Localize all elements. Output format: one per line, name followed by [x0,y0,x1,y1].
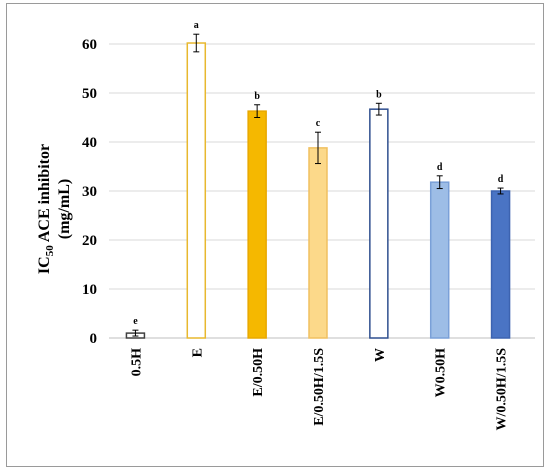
x-category-label: E [190,348,205,357]
y-axis-ticks: 0 10 20 30 40 50 60 [82,37,97,347]
bar-E [186,42,207,339]
significance-letter-W0.50H: d [437,162,443,173]
bar-W/0.50H/1.5S [490,190,511,339]
chart-frame: 0 10 20 30 40 50 60 e a b c b d d 0.5H E E/0.50H E/0.50… [6,3,544,467]
y-axis-label-line1: IC50 ACE inhibitor [36,144,56,274]
y-label-rest: ACE inhibitor [36,144,53,245]
y-tick-label: 60 [82,37,97,53]
y-axis-label: IC50 ACE inhibitor (mg/mL) [36,144,73,274]
bar-W0.50H [429,181,450,339]
bar-chart: 0 10 20 30 40 50 60 e a b c b d d 0.5H E E/0.50H E/0.50… [36,20,535,431]
x-axis-categories: 0.5H E E/0.50H E/0.50H/1.5S W W0.50H W/0.50H/1… [129,348,509,431]
y-axis-label-units: (mg/mL) [56,179,73,239]
significance-letters: e a b c b d d [133,20,504,327]
significance-letter-E: a [194,20,199,31]
y-label-main: IC [36,256,53,274]
significance-letter-W: b [376,89,382,100]
x-category-label: W/0.50H/1.5S [495,348,510,431]
bar-E/0.50H [247,110,267,339]
significance-letter-E/0.50H/1.5S: c [316,118,321,129]
y-label-subscript: 50 [44,245,56,257]
significance-letter-E/0.50H: b [254,91,260,102]
y-tick-label: 40 [82,135,97,151]
x-category-label: E/0.50H/1.5S [312,348,327,426]
significance-letter-0.5H: e [133,316,138,327]
y-tick-label: 20 [82,233,97,249]
x-category-label: W [373,348,388,362]
bar-E/0.50H/1.5S [308,147,328,339]
y-tick-label: 50 [82,86,97,102]
y-tick-label: 30 [82,184,97,200]
x-category-label: E/0.50H [251,348,266,397]
x-category-label: W0.50H [434,348,449,398]
error-bars [132,33,504,337]
y-tick-label: 10 [82,282,97,298]
significance-letter-W/0.50H/1.5S: d [498,174,504,185]
bar-W [369,108,389,339]
x-category-label: 0.5H [129,348,144,377]
y-tick-label: 0 [90,331,98,347]
